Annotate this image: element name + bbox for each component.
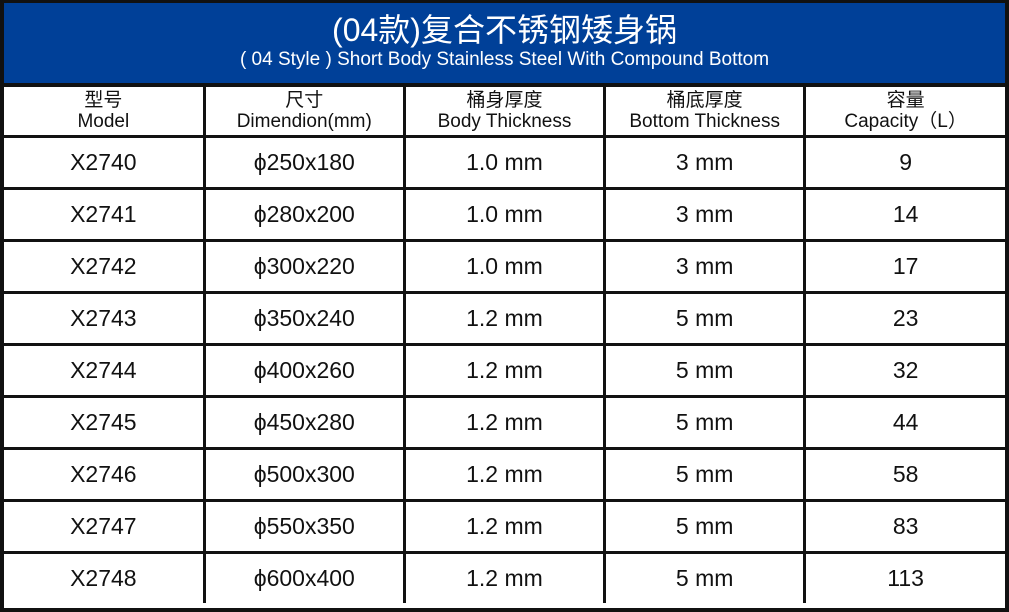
- header-dimension: 尺寸 Dimendion(mm): [202, 83, 406, 138]
- table-row: X2744 ϕ400x260 1.2 mm 5 mm 32: [4, 343, 1005, 398]
- body-thickness-cell: 1.2 mm: [402, 343, 607, 398]
- bottom-thickness-cell: 5 mm: [603, 291, 807, 346]
- capacity-cell: 83: [803, 499, 1005, 554]
- capacity-cell: 113: [803, 551, 1005, 603]
- header-en: Capacity（L）: [844, 111, 967, 132]
- body-thickness-cell: 1.0 mm: [402, 239, 607, 294]
- dimension-cell: ϕ280x200: [202, 187, 406, 242]
- dimension-cell: ϕ400x260: [202, 343, 406, 398]
- header-body-thickness: 桶身厚度 Body Thickness: [402, 83, 607, 138]
- capacity-cell: 44: [803, 395, 1005, 450]
- body-thickness-cell: 1.0 mm: [402, 135, 607, 190]
- bottom-thickness-cell: 5 mm: [603, 395, 807, 450]
- table-row: X2741 ϕ280x200 1.0 mm 3 mm 14: [4, 187, 1005, 242]
- capacity-cell: 58: [803, 447, 1005, 502]
- title-english: ( 04 Style ) Short Body Stainless Steel …: [239, 49, 770, 70]
- model-cell: X2745: [4, 395, 206, 450]
- dimension-cell: ϕ250x180: [202, 135, 406, 190]
- header-cn: 桶底厚度: [666, 90, 743, 111]
- capacity-cell: 32: [803, 343, 1005, 398]
- capacity-cell: 23: [803, 291, 1005, 346]
- table-row: X2740 ϕ250x180 1.0 mm 3 mm 9: [4, 135, 1005, 190]
- table-row: X2747 ϕ550x350 1.2 mm 5 mm 83: [4, 499, 1005, 554]
- body-thickness-cell: 1.2 mm: [402, 395, 607, 450]
- header-cn: 桶身厚度: [466, 90, 543, 111]
- capacity-cell: 17: [803, 239, 1005, 294]
- bottom-thickness-cell: 3 mm: [603, 187, 807, 242]
- model-cell: X2747: [4, 499, 206, 554]
- table-row: X2743 ϕ350x240 1.2 mm 5 mm 23: [4, 291, 1005, 346]
- header-row: 型号 Model 尺寸 Dimendion(mm) 桶身厚度 Body Thickne…: [4, 83, 1005, 138]
- model-cell: X2742: [4, 239, 206, 294]
- bottom-thickness-cell: 5 mm: [603, 447, 807, 502]
- bottom-thickness-cell: 5 mm: [603, 343, 807, 398]
- dimension-cell: ϕ350x240: [202, 291, 406, 346]
- dimension-cell: ϕ300x220: [202, 239, 406, 294]
- model-cell: X2748: [4, 551, 206, 603]
- body-thickness-cell: 1.2 mm: [402, 551, 607, 603]
- header-model: 型号 Model: [4, 83, 206, 138]
- table-row: X2748 ϕ600x400 1.2 mm 5 mm 113: [4, 551, 1005, 603]
- header-en: Model: [77, 111, 130, 132]
- header-cn: 型号: [84, 90, 123, 111]
- capacity-cell: 9: [803, 135, 1005, 190]
- capacity-cell: 14: [803, 187, 1005, 242]
- table-row: X2742 ϕ300x220 1.0 mm 3 mm 17: [4, 239, 1005, 294]
- bottom-thickness-cell: 3 mm: [603, 239, 807, 294]
- header-en: Dimendion(mm): [236, 111, 372, 132]
- dimension-cell: ϕ450x280: [202, 395, 406, 450]
- dimension-cell: ϕ600x400: [202, 551, 406, 603]
- model-cell: X2746: [4, 447, 206, 502]
- body-thickness-cell: 1.0 mm: [402, 187, 607, 242]
- bottom-thickness-cell: 3 mm: [603, 135, 807, 190]
- dimension-cell: ϕ550x350: [202, 499, 406, 554]
- table-row: X2746 ϕ500x300 1.2 mm 5 mm 58: [4, 447, 1005, 502]
- model-cell: X2740: [4, 135, 206, 190]
- model-cell: X2744: [4, 343, 206, 398]
- header-en: Bottom Thickness: [629, 111, 780, 132]
- header-cn: 容量: [886, 90, 925, 111]
- body-thickness-cell: 1.2 mm: [402, 499, 607, 554]
- body-thickness-cell: 1.2 mm: [402, 291, 607, 346]
- bottom-thickness-cell: 5 mm: [603, 551, 807, 603]
- spec-table: 型号 Model 尺寸 Dimendion(mm) 桶身厚度 Body Thickne…: [4, 83, 1005, 603]
- header-capacity: 容量 Capacity（L）: [803, 83, 1005, 138]
- bottom-thickness-cell: 5 mm: [603, 499, 807, 554]
- body-thickness-cell: 1.2 mm: [402, 447, 607, 502]
- table-row: X2745 ϕ450x280 1.2 mm 5 mm 44: [4, 395, 1005, 450]
- table-title-banner: (04款)复合不锈钢矮身锅 ( 04 Style ) Short Body St…: [4, 3, 1005, 83]
- model-cell: X2741: [4, 187, 206, 242]
- title-chinese: (04款)复合不锈钢矮身锅: [332, 12, 677, 48]
- header-bottom-thickness: 桶底厚度 Bottom Thickness: [603, 83, 807, 138]
- dimension-cell: ϕ500x300: [202, 447, 406, 502]
- header-en: Body Thickness: [437, 111, 572, 132]
- header-cn: 尺寸: [285, 90, 324, 111]
- model-cell: X2743: [4, 291, 206, 346]
